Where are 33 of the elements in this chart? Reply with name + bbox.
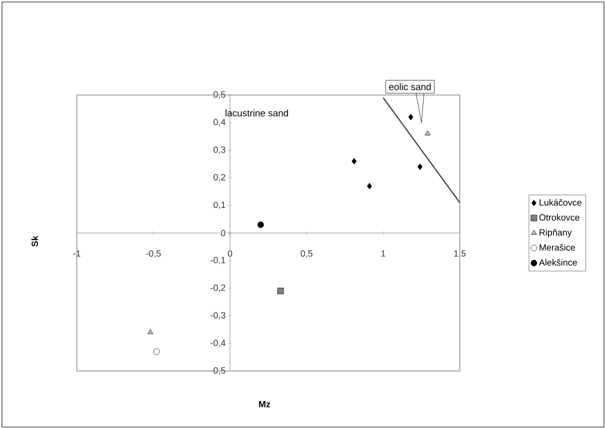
point bbox=[148, 329, 154, 334]
y-tick-label: 0 bbox=[221, 230, 226, 236]
point bbox=[277, 288, 284, 294]
x-tick-label: 1 bbox=[381, 250, 386, 256]
point bbox=[153, 348, 160, 355]
y-tick-label: 0,2 bbox=[214, 174, 226, 182]
point bbox=[366, 182, 372, 190]
y-tick-label: 0,3 bbox=[214, 146, 226, 154]
y-tick-label: -0,5 bbox=[210, 367, 226, 375]
point bbox=[257, 222, 264, 228]
y-tick-label: -0,1 bbox=[210, 256, 226, 264]
y-tick-label: -0,3 bbox=[210, 312, 226, 320]
point bbox=[352, 158, 357, 164]
x-tick-label: -0,5 bbox=[146, 250, 161, 258]
x-tick-label: 0,5 bbox=[300, 250, 312, 258]
legend-label: Alekšince bbox=[538, 259, 577, 266]
legend-label: Merašice bbox=[540, 244, 575, 251]
x-tick-label: 0 bbox=[228, 250, 232, 257]
point bbox=[418, 164, 422, 170]
y-tick-label: 0,4 bbox=[214, 118, 226, 126]
legend-label: Otrokovce bbox=[539, 214, 580, 221]
legend-label: Lukáčovce bbox=[540, 198, 582, 206]
x-axis-title: Mz bbox=[259, 401, 270, 408]
y-tick-label: 0,5 bbox=[214, 91, 226, 99]
text: eolic sand bbox=[389, 83, 431, 90]
y-tick-label: -0,2 bbox=[210, 284, 226, 292]
y-tick-label: -0,4 bbox=[210, 340, 226, 348]
legend-label: Ripňany bbox=[540, 229, 572, 238]
annotation: lacustrine sand bbox=[226, 109, 288, 116]
y-tick-label: 0,1 bbox=[214, 202, 226, 210]
point bbox=[424, 130, 430, 136]
point bbox=[408, 114, 414, 120]
y-axis-title: Sk bbox=[31, 236, 38, 246]
